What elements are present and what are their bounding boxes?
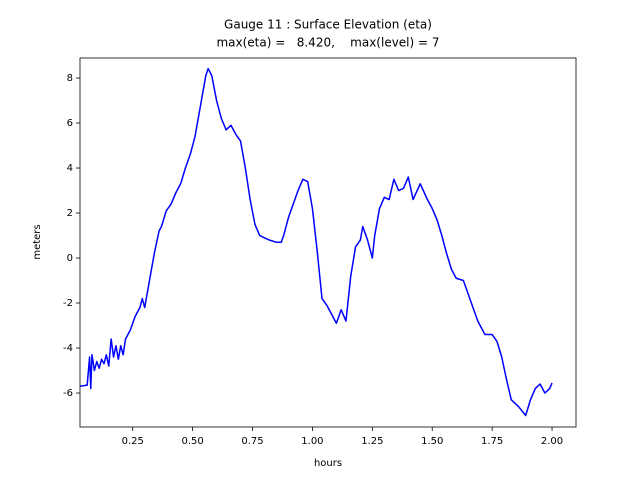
x-tick-label: 0.25 — [122, 436, 144, 447]
y-tick-label: 4 — [67, 163, 73, 174]
y-tick-label: -4 — [63, 343, 73, 354]
x-tick-label: 0.75 — [241, 436, 263, 447]
y-tick-label: 0 — [67, 253, 73, 264]
y-tick-label: 2 — [67, 208, 73, 219]
y-tick-label: -2 — [63, 298, 73, 309]
x-tick-label: 1.50 — [421, 436, 443, 447]
plot-frame — [79, 57, 577, 428]
y-tick-label: 8 — [67, 73, 73, 84]
x-tick-label: 0.50 — [181, 436, 203, 447]
x-tick-label: 1.00 — [301, 436, 323, 447]
y-axis-label: meters — [32, 224, 43, 259]
data-line — [79, 67, 553, 417]
chart-title: Gauge 11 : Surface Elevation (eta) — [224, 18, 432, 32]
x-axis-label: hours — [314, 458, 342, 469]
y-tick-label: -6 — [63, 388, 73, 399]
y-tick-label: 6 — [67, 118, 73, 129]
x-tick-label: 2.00 — [541, 436, 563, 447]
chart-subtitle: max(eta) = 8.420, max(level) = 7 — [216, 36, 439, 50]
x-tick-label: 1.25 — [361, 436, 383, 447]
x-tick-label: 1.75 — [481, 436, 503, 447]
